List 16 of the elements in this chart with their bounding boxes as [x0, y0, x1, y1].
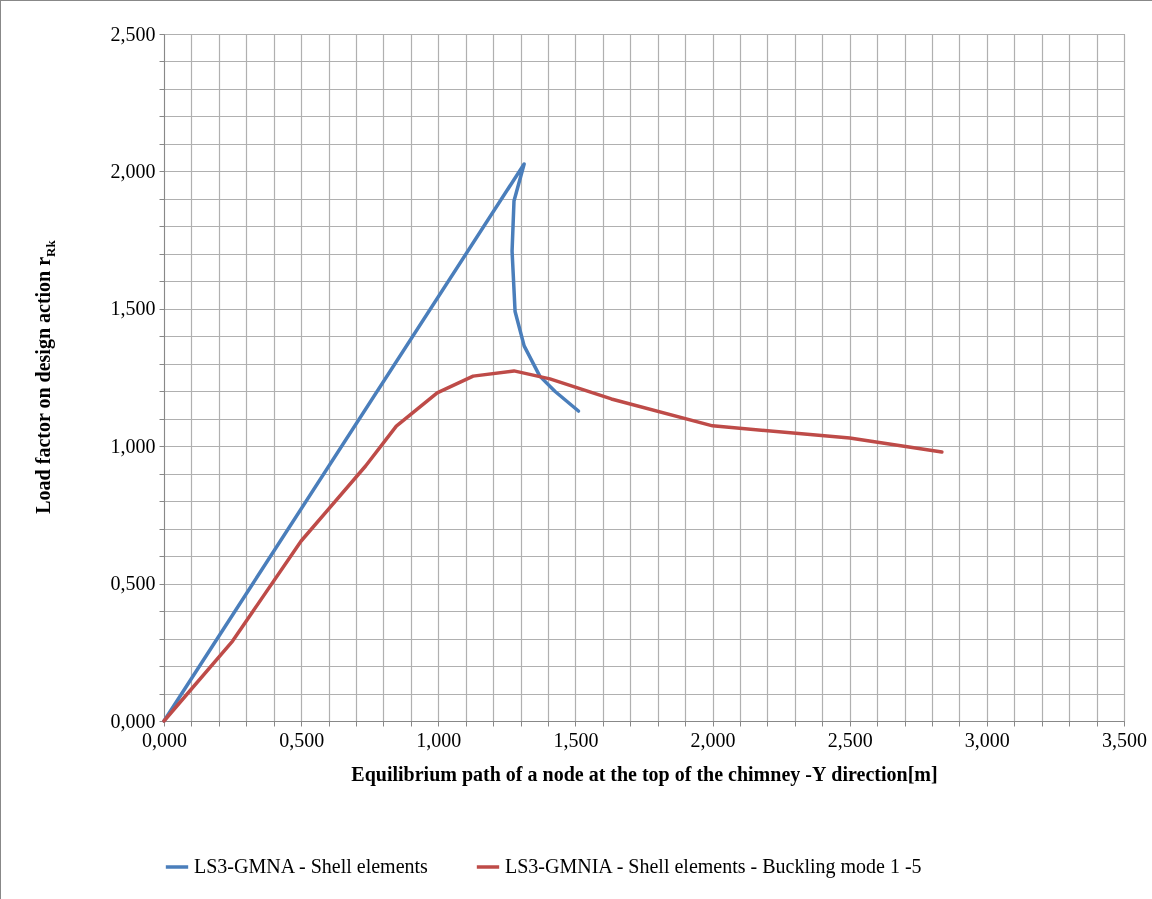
x-tick-label: 3,500	[1102, 728, 1147, 751]
legend-label: LS3-GMNA - Shell elements	[194, 855, 429, 877]
y-tick-label: 1,500	[110, 297, 156, 320]
x-tick-label: 2,500	[827, 728, 873, 751]
line-series	[162, 369, 944, 723]
x-tick-label: 1,000	[416, 728, 462, 751]
legend-label: LS3-GMNIA - Shell elements - Buckling mode 1 -5	[505, 855, 922, 878]
x-tick-label: 2,000	[690, 728, 736, 751]
y-tick-label: 2,000	[110, 159, 156, 182]
y-tick-label: 1,000	[110, 434, 156, 457]
y-tick-label: 0,500	[110, 572, 156, 595]
x-tick-label: 1,500	[553, 728, 599, 751]
x-axis-title: Equilibrium path of a node at the top of the chimney -Υ direction[m]	[351, 762, 938, 786]
x-tick-label: 3,000	[964, 728, 1010, 751]
y-tick-label: 2,500	[110, 22, 156, 45]
x-tick-label: 0,500	[279, 728, 325, 751]
